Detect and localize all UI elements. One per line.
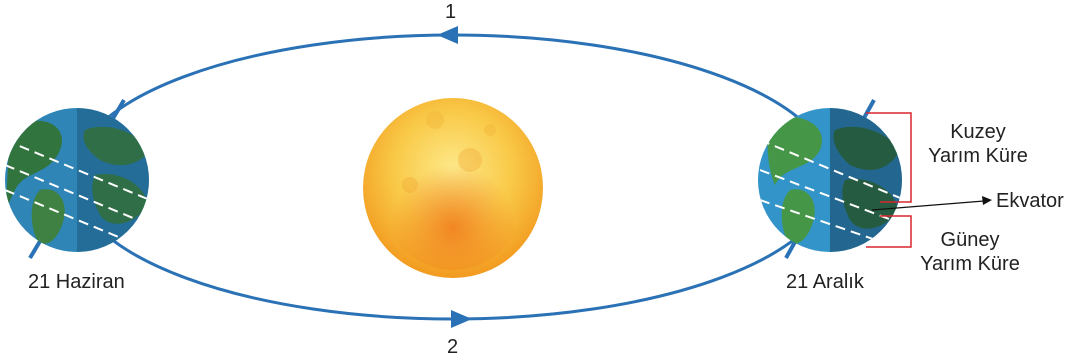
equator-label: Ekvator	[996, 190, 1064, 212]
northern-label-line1: Kuzey	[950, 121, 1006, 143]
hemisphere-brackets	[866, 112, 912, 248]
northern-label-line2: Yarım Küre	[928, 145, 1028, 167]
southern-hemisphere-label: Güney Yarım Küre	[910, 228, 1030, 276]
earth-icon	[758, 99, 902, 259]
southern-label-line1: Güney	[940, 229, 1000, 251]
northern-hemisphere-label: Kuzey Yarım Küre	[918, 120, 1038, 168]
date-label-june: 21 Haziran	[28, 271, 125, 293]
orbit-label-1: 1	[445, 1, 457, 23]
orbit-arrow-icon	[437, 26, 458, 44]
equator-pointer	[871, 196, 992, 211]
earth-icon	[5, 98, 149, 260]
date-label-december: 21 Aralık	[786, 271, 864, 293]
orbit-arrow-icon	[451, 310, 472, 328]
sun-icon	[363, 98, 543, 278]
southern-label-line2: Yarım Küre	[920, 253, 1020, 275]
orbit-label-2: 2	[447, 336, 459, 358]
